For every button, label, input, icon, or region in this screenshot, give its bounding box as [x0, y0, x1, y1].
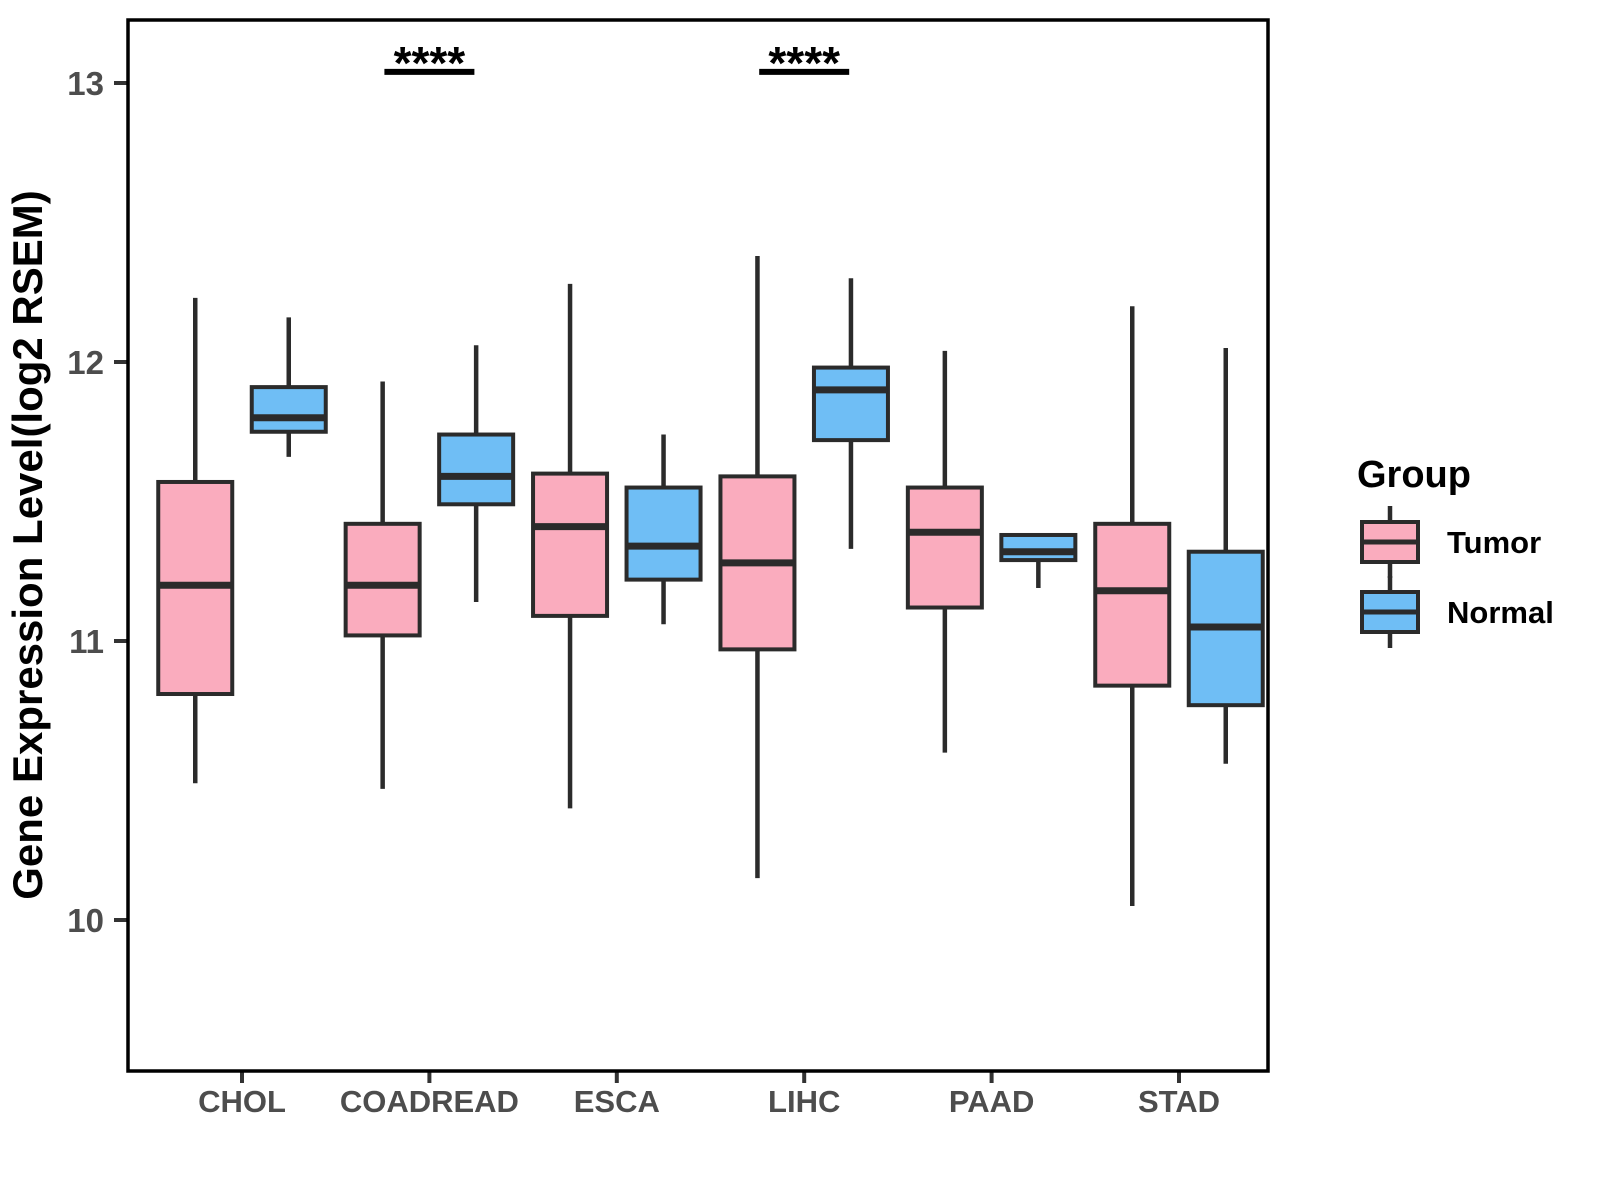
y-axis-tick-label: 11 [69, 623, 104, 660]
box-esca-normal [624, 434, 703, 625]
y-axis-tick-label: 10 [67, 902, 104, 939]
box-stad-tumor [1093, 306, 1172, 907]
iqr-box [343, 521, 422, 638]
box-chol-normal [249, 317, 328, 457]
box-lihc-normal [811, 278, 890, 549]
iqr-box [531, 471, 610, 618]
box-coadread-normal [437, 345, 516, 602]
box-chol-tumor [156, 297, 235, 784]
iqr-box [811, 365, 890, 443]
legend-key-tumor: Tumor [1360, 506, 1541, 578]
legend-entry-label: Normal [1447, 595, 1554, 630]
iqr-box [999, 532, 1078, 563]
x-axis-category-label: CHOL [198, 1084, 286, 1119]
box-esca-tumor [531, 283, 610, 809]
x-axis-category-label: ESCA [574, 1084, 660, 1119]
box-stad-normal [1186, 348, 1265, 764]
legend-entry-label: Tumor [1447, 525, 1541, 560]
y-axis-tick-label: 13 [67, 65, 104, 102]
x-axis-category-label: STAD [1138, 1084, 1220, 1119]
significance-stars: **** [768, 37, 840, 89]
legend: Group Tumor Normal [1357, 454, 1554, 648]
legend-key-normal: Normal [1360, 576, 1554, 648]
x-axis-category-label: LIHC [768, 1084, 840, 1119]
iqr-box [905, 485, 984, 610]
y-axis-title: Gene Expression Level(log2 RSEM) [4, 190, 51, 900]
box-paad-tumor [905, 350, 984, 753]
x-axis-category-label: COADREAD [340, 1084, 519, 1119]
legend-title: Group [1357, 454, 1471, 496]
iqr-box [624, 485, 703, 582]
significance-stars: **** [394, 37, 466, 89]
box-lihc-tumor [718, 255, 797, 879]
box-coadread-tumor [343, 381, 422, 789]
panel-border [126, 18, 1270, 1073]
x-axis-category-label: PAAD [949, 1084, 1035, 1119]
y-axis-tick-label: 12 [67, 344, 104, 381]
box-paad-normal [999, 532, 1078, 588]
iqr-box [1093, 521, 1172, 688]
iqr-box [249, 385, 328, 434]
iqr-box [437, 432, 516, 507]
